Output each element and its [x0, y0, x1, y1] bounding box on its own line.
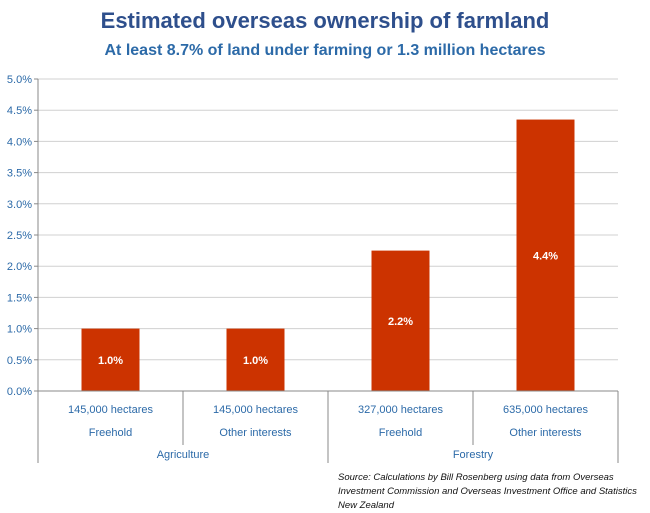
- bar-chart: 0.0% 0.5% 1.0% 1.5% 2.0% 2.5% 3.0% 3.5% 4.0% 4.5%…: [7, 74, 619, 463]
- y-tick-label: 1.0%: [7, 324, 32, 336]
- bar-value-label: 1.0%: [243, 355, 268, 367]
- y-tick-label: 3.5%: [7, 168, 32, 180]
- y-tick-label: 4.5%: [7, 105, 32, 117]
- category-type-label: Freehold: [379, 427, 422, 439]
- bar: [226, 328, 285, 391]
- bar: [81, 328, 140, 391]
- chart-title: Estimated overseas ownership of farmland: [100, 8, 550, 33]
- y-tick-label: 5.0%: [7, 74, 32, 86]
- category-hectares-label: 145,000 hectares: [68, 404, 154, 416]
- category-hectares-label: 635,000 hectares: [503, 404, 589, 416]
- chart-subtitle: At least 8.7% of land under farming or 1…: [104, 42, 546, 59]
- group-label: Forestry: [453, 449, 494, 461]
- bar-value-label: 2.2%: [388, 316, 413, 328]
- category-type-label: Other interests: [509, 427, 582, 439]
- y-tick-label: 0.5%: [7, 355, 32, 367]
- bar-value-label: 4.4%: [533, 250, 558, 262]
- bar: [371, 250, 430, 391]
- y-tick-label: 4.0%: [7, 136, 32, 148]
- category-type-label: Other interests: [219, 427, 292, 439]
- y-tick-label: 0.0%: [7, 386, 32, 398]
- category-type-label: Freehold: [89, 427, 132, 439]
- category-hectares-label: 327,000 hectares: [358, 404, 444, 416]
- category-hectares-label: 145,000 hectares: [213, 404, 299, 416]
- bar-value-label: 1.0%: [98, 355, 123, 367]
- y-tick-label: 2.0%: [7, 261, 32, 273]
- source-note: Source: Calculations by Bill Rosenberg u…: [338, 472, 637, 511]
- y-tick-label: 3.0%: [7, 199, 32, 211]
- bar: [516, 119, 575, 391]
- group-label: Agriculture: [157, 449, 210, 461]
- y-tick-label: 2.5%: [7, 230, 32, 242]
- y-tick-label: 1.5%: [7, 292, 32, 304]
